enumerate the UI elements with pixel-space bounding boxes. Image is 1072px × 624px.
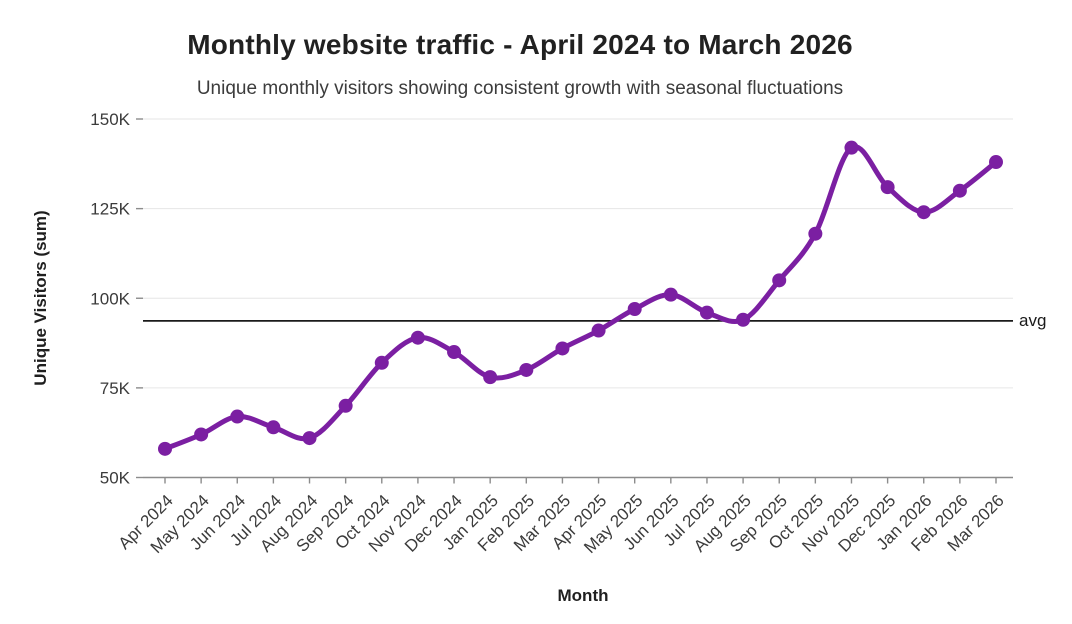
data-point [916,205,931,220]
data-point [230,409,245,424]
data-point [627,302,642,317]
data-point [808,226,823,241]
data-point [194,427,209,442]
data-point [555,341,570,356]
data-point [158,441,172,456]
y-tick-label: 50K [100,469,131,488]
data-point [736,312,751,327]
data-point [447,345,462,360]
data-point [989,155,1003,170]
data-point [266,420,281,435]
y-tick-label: 100K [90,289,130,308]
data-point [410,330,425,345]
data-point [699,305,714,320]
data-point [519,362,534,377]
data-point [880,180,895,195]
y-tick-label: 150K [90,110,130,129]
y-tick-label: 75K [100,379,131,398]
data-point [483,370,498,385]
data-point [952,183,967,198]
x-axis-title: Month [557,586,609,605]
data-point [591,323,606,338]
data-point [374,355,389,370]
chart-subtitle: Unique monthly visitors showing consiste… [196,78,844,99]
y-tick-label: 125K [90,200,130,219]
data-point [844,140,859,155]
data-point [302,431,317,446]
data-point [663,287,678,302]
data-point [772,273,787,288]
y-axis-title: Unique Visitors (sum) [31,210,50,386]
chart-title: Monthly website traffic - April 2024 to … [187,29,853,60]
data-point [338,398,353,413]
avg-line-label: avg [1019,310,1047,330]
